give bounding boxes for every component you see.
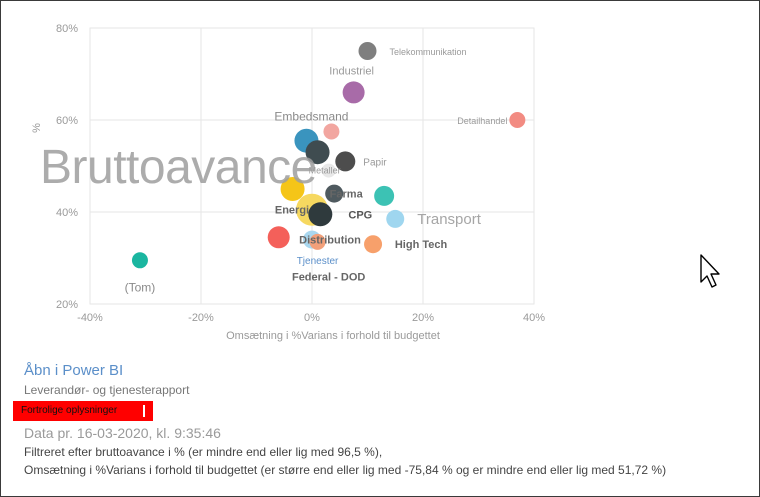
data-point[interactable]: [309, 233, 326, 250]
data-point[interactable]: [325, 184, 344, 203]
point-label: Industriel: [329, 65, 374, 77]
x-tick-label: -20%: [188, 312, 214, 324]
confidential-label: Fortrolige oplysninger: [21, 405, 118, 416]
point-label: Tjenester: [297, 256, 339, 267]
filter-description-1: Filtreret efter bruttoavance i % (er min…: [24, 445, 383, 459]
data-point[interactable]: [335, 151, 356, 172]
y-tick-label: 40%: [56, 207, 78, 219]
chart-points: [131, 42, 526, 278]
data-point[interactable]: [364, 235, 383, 254]
chart-grid: [89, 27, 535, 305]
data-point[interactable]: [305, 140, 330, 165]
data-point[interactable]: [323, 123, 340, 140]
point-label: Detailhandel: [457, 116, 507, 126]
data-point[interactable]: [280, 177, 305, 201]
y-tick-label: 60%: [56, 115, 78, 127]
confidential-marker: [143, 405, 145, 417]
point-label: Metaller: [309, 166, 341, 176]
point-label: High Tech: [395, 239, 448, 251]
point-label: (Tom): [125, 280, 156, 294]
open-in-power-bi-link[interactable]: Åbn i Power BI: [24, 362, 124, 379]
point-label: Papir: [363, 157, 387, 168]
y-axis-ticks: 20% 40% 60% 80%: [56, 23, 78, 311]
chart-title: Bruttoavance: [40, 141, 317, 194]
x-tick-label: 20%: [412, 312, 434, 324]
data-point[interactable]: [386, 209, 405, 228]
data-timestamp: Data pr. 16-03-2020, kl. 9:35:46: [24, 425, 221, 441]
point-label: Telekommunikation: [390, 47, 467, 57]
scatter-chart: -40% -20% 0% 20% 40% 20% 40% 60% 80% Telekommun…: [31, 23, 545, 342]
data-point[interactable]: [308, 202, 333, 227]
x-tick-label: 0%: [304, 312, 320, 324]
mouse-pointer-icon: [700, 254, 720, 288]
y-tick-label: 80%: [56, 23, 78, 35]
point-label: Federal - DOD: [292, 271, 365, 283]
data-point[interactable]: [327, 275, 330, 278]
report-name: Leverandør- og tjenesterapport: [24, 383, 190, 397]
point-label: Transport: [417, 211, 481, 228]
y-tick-label: 20%: [56, 299, 78, 311]
filter-description-2: Omsætning i %Varians i forhold til budge…: [24, 463, 667, 477]
data-point[interactable]: [131, 252, 148, 269]
y-axis-label: %: [31, 123, 43, 133]
data-point[interactable]: [509, 112, 526, 128]
data-point[interactable]: [321, 163, 336, 178]
x-axis-label: Omsætning i %Varians i forhold til budge…: [226, 330, 440, 342]
report-footer: Åbn i Power BI Leverandør- og tjenestera…: [13, 362, 750, 481]
x-tick-label: 40%: [523, 312, 545, 324]
point-label: Embedsmand: [274, 110, 348, 124]
point-label: Energi: [275, 205, 309, 217]
x-tick-label: -40%: [77, 312, 103, 324]
data-point[interactable]: [342, 81, 365, 104]
data-point[interactable]: [374, 185, 395, 206]
x-axis-ticks: -40% -20% 0% 20% 40%: [77, 312, 545, 324]
point-labels: Telekommunikation Industriel Detailhandel E…: [125, 47, 508, 294]
confidential-badge: Fortrolige oplysninger: [13, 401, 153, 421]
point-label: Farma: [330, 189, 364, 201]
point-label: CPG: [348, 209, 372, 221]
data-point[interactable]: [358, 42, 377, 60]
data-point[interactable]: [267, 226, 290, 249]
point-label: Distribution: [299, 235, 361, 247]
